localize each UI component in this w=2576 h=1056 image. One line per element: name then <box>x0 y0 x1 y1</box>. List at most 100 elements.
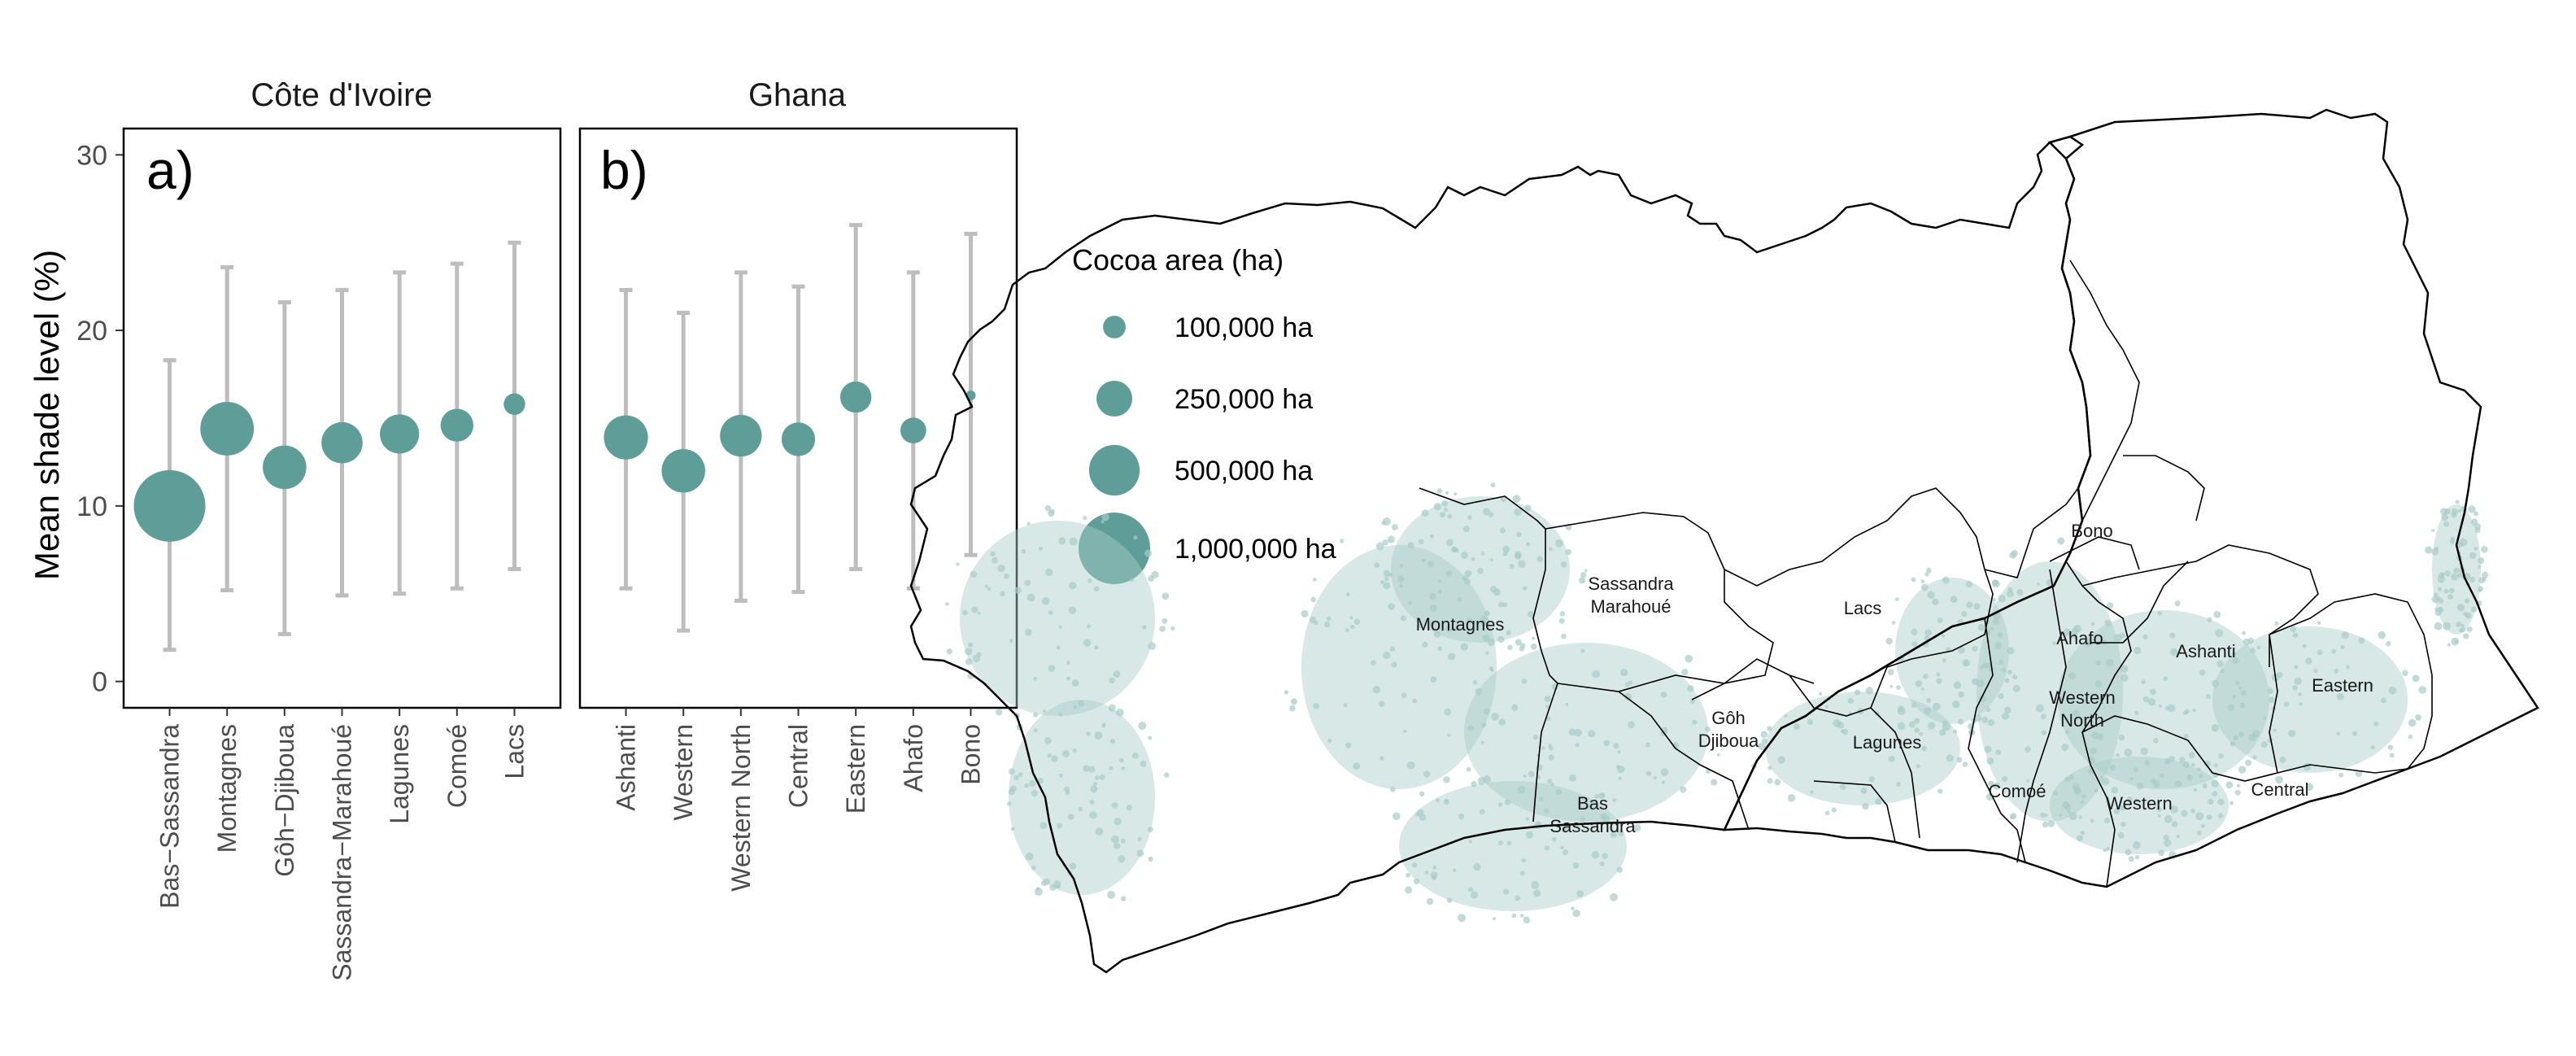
cocoa-speck <box>1370 660 1376 665</box>
cocoa-speck <box>1973 714 1982 722</box>
cocoa-speck <box>1407 601 1412 606</box>
cocoa-speck <box>1592 670 1601 679</box>
cocoa-speck <box>1924 629 1932 637</box>
cocoa-speck <box>2170 648 2178 657</box>
cocoa-speck <box>2424 546 2433 554</box>
cocoa-speck <box>1516 531 1522 538</box>
cocoa-speck <box>2455 500 2460 504</box>
cocoa-speck <box>1992 597 1997 602</box>
cocoa-speck <box>1519 871 1525 876</box>
cocoa-speck <box>1142 625 1147 630</box>
cocoa-speck <box>2103 848 2107 853</box>
cocoa-speck <box>1563 849 1569 856</box>
legend-title: Cocoa area (ha) <box>1072 243 1284 277</box>
cocoa-speck <box>2182 761 2190 769</box>
legend-label-250-000-ha: 250,000 ha <box>1175 384 1313 415</box>
cocoa-speck <box>1033 728 1038 733</box>
cocoa-speck <box>2415 713 2421 721</box>
cocoa-speck <box>2064 776 2071 783</box>
cocoa-speck <box>1010 827 1015 831</box>
cocoa-speck <box>2090 748 2097 755</box>
cocoa-speck <box>956 562 960 566</box>
cocoa-speck <box>1924 635 1930 641</box>
cocoa-speck <box>2051 640 2056 645</box>
legend-label-100-000-ha: 100,000 ha <box>1175 312 1313 343</box>
cocoa-speck <box>2234 789 2241 796</box>
cocoa-speck <box>2047 820 2055 827</box>
cocoa-speck <box>1521 857 1527 863</box>
cocoa-speck <box>2437 587 2443 591</box>
cocoa-speck <box>1578 577 1586 584</box>
cocoa-speck <box>1559 611 1566 617</box>
cocoa-speck <box>1310 617 1317 624</box>
cocoa-speck <box>2126 796 2133 803</box>
cocoa-speck <box>2373 721 2379 727</box>
cocoa-speck <box>1645 770 1652 776</box>
cocoa-speck <box>2408 718 2417 727</box>
cocoa-speck <box>1502 888 1510 895</box>
cocoa-speck <box>1445 570 1453 577</box>
cocoa-speck <box>1069 537 1078 546</box>
cocoa-speck <box>1624 692 1632 701</box>
cocoa-speck <box>2168 756 2175 762</box>
cocoa-speck <box>1928 722 1936 730</box>
facet-title-ghana: Ghana <box>748 77 847 113</box>
cocoa-speck <box>1454 492 1458 496</box>
cocoa-speck <box>1044 737 1052 744</box>
cocoa-speck <box>2164 839 2172 847</box>
cocoa-speck <box>2213 762 2218 768</box>
cocoa-speck <box>1483 775 1491 783</box>
cocoa-speck <box>2071 627 2079 635</box>
cocoa-speck <box>1029 779 1036 788</box>
cocoa-speck <box>1041 597 1050 605</box>
cocoa-speck <box>1101 513 1109 521</box>
cocoa-speck <box>1561 633 1567 639</box>
cocoa-speck <box>2084 639 2092 648</box>
cocoa-speck <box>1497 635 1505 644</box>
cocoa-speck <box>2418 686 2427 694</box>
cocoa-speck <box>1113 670 1121 678</box>
cocoa-speck <box>2460 624 2465 628</box>
cocoa-speck <box>2443 521 2450 527</box>
cocoa-speck <box>2205 693 2211 700</box>
cocoa-speck <box>1087 624 1092 629</box>
cocoa-speck <box>1497 601 1505 608</box>
cocoa-speck <box>1514 508 1522 517</box>
cocoa-speck <box>1767 726 1772 732</box>
cocoa-speck <box>2006 590 2014 598</box>
cocoa-speck <box>1443 507 1449 513</box>
cocoa-speck <box>1033 712 1039 718</box>
size-legend: 100,000 ha 250,000 ha 500,000 ha 1,000,000 … <box>1079 312 1336 584</box>
cocoa-speck <box>2002 712 2010 720</box>
cocoa-speck <box>2378 631 2386 639</box>
cocoa-speck <box>2338 772 2344 778</box>
x-tick-label-eastern: Eastern <box>841 724 870 814</box>
cocoa-speck <box>1388 603 1395 611</box>
cocoa-speck <box>2387 744 2394 751</box>
cocoa-speck <box>1094 775 1100 780</box>
point-comoe <box>440 408 473 442</box>
cocoa-speck <box>2443 588 2449 594</box>
cocoa-speck <box>2217 798 2225 805</box>
cocoa-speck <box>1430 676 1437 683</box>
cocoa-speck <box>1378 700 1385 707</box>
cocoa-speck <box>990 551 996 556</box>
cocoa-speck <box>1681 669 1689 676</box>
point-lagunes <box>380 414 420 454</box>
cocoa-speck <box>2216 660 2225 668</box>
cocoa-speck <box>1986 757 1994 765</box>
cocoa-speck <box>2199 773 2203 779</box>
cocoa-speck <box>2456 604 2465 612</box>
cocoa-speck <box>2305 783 2314 792</box>
cocoa-speck <box>1908 721 1916 728</box>
cocoa-speck <box>2294 677 2302 685</box>
cocoa-speck <box>2256 645 2260 649</box>
cocoa-speck <box>1824 810 1830 816</box>
cocoa-speck <box>2159 773 2164 778</box>
region-label-central: Central <box>2251 779 2309 800</box>
cocoa-speck <box>2010 813 2017 819</box>
cocoa-speck <box>1946 754 1954 762</box>
cocoa-speck <box>2449 539 2456 544</box>
point-ashanti <box>604 415 648 460</box>
cocoa-speck <box>2101 777 2110 786</box>
